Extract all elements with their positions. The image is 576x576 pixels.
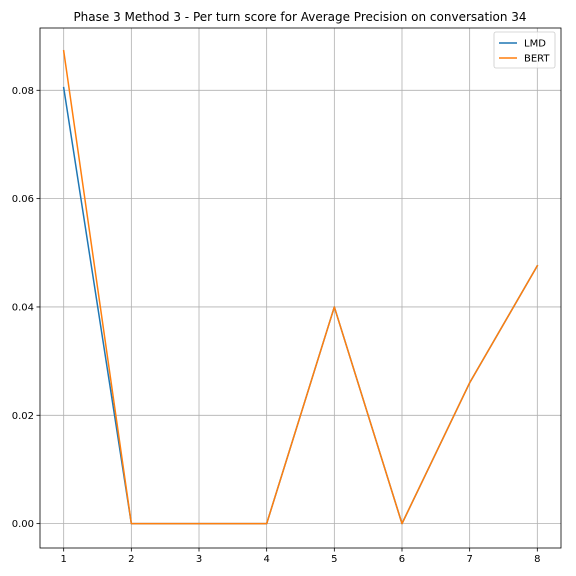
- x-tick-label: 2: [128, 554, 134, 565]
- y-tick-label: 0.04: [12, 302, 34, 313]
- x-tick-label: 4: [263, 554, 269, 565]
- x-tick-label: 6: [399, 554, 405, 565]
- legend-label-bert: BERT: [524, 54, 550, 65]
- x-tick-label: 1: [60, 554, 66, 565]
- axes: 1 2 3 4 5 6 7 8 0.00 0.02 0.04 0.06 0.08: [12, 86, 541, 565]
- chart-title: Phase 3 Method 3 - Per turn score for Av…: [73, 10, 526, 24]
- y-tick-label: 0.06: [12, 194, 34, 205]
- series-line-bert: [62, 49, 539, 525]
- x-tick-label: 8: [534, 554, 540, 565]
- y-tick-label: 0.00: [12, 519, 34, 530]
- x-tick-label: 5: [331, 554, 337, 565]
- y-tick-label: 0.08: [12, 86, 34, 97]
- grid: [40, 28, 561, 548]
- y-tick-label: 0.02: [12, 411, 34, 422]
- x-tick-label: 7: [466, 554, 472, 565]
- legend-label-lmd: LMD: [524, 39, 546, 50]
- legend-box: [493, 31, 556, 69]
- x-tick-label: 3: [196, 554, 202, 565]
- plot-area-frame: [39, 27, 562, 549]
- legend: LMD BERT: [493, 31, 556, 69]
- series-lines: [62, 49, 539, 525]
